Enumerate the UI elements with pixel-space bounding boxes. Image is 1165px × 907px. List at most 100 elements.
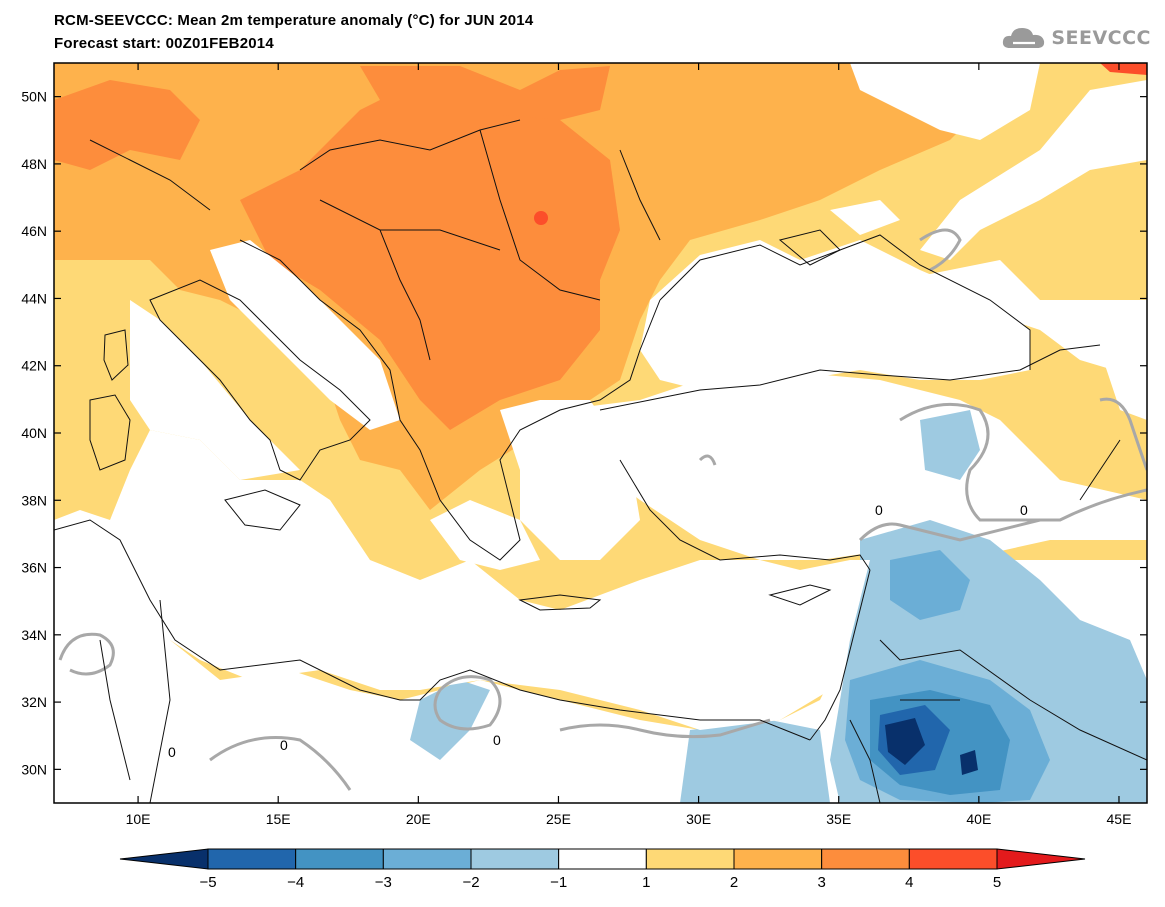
anomaly-band-neutral-turkey — [560, 370, 1147, 560]
contour-zero-label: 0 — [168, 744, 176, 760]
anomaly-band-4-5-spot — [534, 211, 548, 225]
map-title: RCM-SEEVCCC: Mean 2m temperature anomaly… — [54, 12, 534, 29]
colorbar-label: −4 — [287, 874, 304, 891]
colorbar-bin — [645, 848, 735, 870]
border-lines — [89, 119, 1147, 803]
longitude-tick-label: 40E — [966, 811, 991, 827]
anomaly-band-neutral-russia — [850, 63, 1040, 140]
anomaly-band-neg1-neg2-anatolia — [920, 410, 980, 480]
colorbar-extend-high — [996, 848, 1086, 870]
zero-contours — [58, 228, 1147, 791]
latitude-tick-label: 42N — [21, 358, 47, 374]
longitude-tick-label: 15E — [266, 811, 291, 827]
colorbar-bin — [821, 848, 910, 870]
coastline-sardinia — [89, 394, 131, 471]
colorbar-bin — [908, 848, 998, 870]
coastline-crete — [518, 594, 602, 611]
zero-contour-7 — [919, 228, 962, 272]
coastlines-borders — [54, 119, 1147, 803]
colorbar-label: −2 — [462, 874, 479, 891]
colorbar-bin — [470, 848, 560, 870]
latitude-tick-label: 36N — [21, 560, 47, 576]
colorbar-label: −5 — [199, 874, 216, 891]
colorbar-label: −3 — [375, 874, 392, 891]
coastline-italy — [149, 279, 371, 481]
zero-contour-3 — [58, 632, 115, 676]
zero-contour-6 — [209, 736, 352, 791]
latitude-tick-label: 46N — [21, 223, 47, 239]
latitude-tick-label: 50N — [21, 89, 47, 105]
contour-zero-label: 0 — [280, 737, 288, 753]
contour-label-group: 0 0 0 0 0 — [168, 502, 1028, 760]
longitude-tick-label: 30E — [686, 811, 711, 827]
coastline-crimea — [778, 229, 841, 266]
cloud-icon — [1003, 28, 1045, 48]
colorbar-bin — [295, 848, 384, 870]
colorbar: −5 −4 −3 −2 −1 1 2 3 4 5 — [119, 848, 1086, 891]
latitude-tick-label: 30N — [21, 761, 47, 777]
latitude-axis: 30N 32N 34N 36N 38N 40N 42N 44N 46N 48N 50N — [21, 89, 1147, 777]
colorbar-label: 4 — [905, 874, 913, 891]
zero-contour-4 — [433, 675, 502, 731]
anomaly-band-3-4-north — [360, 66, 610, 120]
anomaly-band-neutral-greece — [430, 500, 540, 570]
coastline-anatolia — [599, 344, 1101, 411]
latitude-tick-label: 38N — [21, 492, 47, 508]
latitude-tick-label: 32N — [21, 694, 47, 710]
anomaly-band-neg1-neg2-egypt — [680, 720, 830, 803]
anomaly-band-neg5-jordan — [885, 718, 925, 765]
contour-zero-label: 0 — [493, 732, 501, 748]
colorbar-label: 3 — [817, 874, 825, 891]
seevccc-logo: SEEVCCC — [1001, 24, 1151, 52]
sea-adriatic — [210, 240, 400, 430]
anomaly-band-3-4-balkans — [240, 80, 620, 430]
colorbar-bin — [558, 848, 647, 870]
forecast-start-label: Forecast start: 00Z01FEB2014 — [54, 35, 274, 52]
sea-black — [640, 240, 1030, 390]
logo-text: SEEVCCC — [1051, 27, 1151, 49]
zero-contour-2 — [858, 518, 1041, 542]
colorbar-label: 2 — [730, 874, 738, 891]
longitude-axis: 10E 15E 20E 25E 30E 35E 40E 45E — [126, 63, 1131, 827]
coastline-anatolia-south — [619, 459, 871, 571]
latitude-tick-label: 34N — [21, 627, 47, 643]
anomaly-band-4-5-corner — [1100, 63, 1147, 75]
sea-tyrrhenian — [130, 300, 300, 480]
anomaly-field — [54, 63, 1147, 803]
latitude-tick-label: 44N — [21, 290, 47, 306]
longitude-tick-label: 25E — [546, 811, 571, 827]
anomaly-band-neg5-saudi — [960, 750, 978, 775]
coastline-corsica — [103, 329, 129, 381]
contour-zero-label: 0 — [1020, 502, 1028, 518]
coastline-black-sea — [659, 234, 1031, 370]
sea-caspian — [1100, 345, 1147, 420]
anomaly-band-neg1-neg2-libya — [410, 680, 490, 760]
zero-contour-9 — [1099, 397, 1147, 471]
latitude-tick-label: 40N — [21, 425, 47, 441]
zero-contour-1 — [899, 402, 1147, 522]
coastline-balkans — [239, 239, 661, 561]
colorbar-extend-low — [119, 848, 209, 870]
coastline-levant — [809, 569, 871, 741]
colorbar-bin — [382, 848, 472, 870]
colorbar-label: 5 — [993, 874, 1001, 891]
longitude-tick-label: 10E — [126, 811, 151, 827]
coastline-north-africa — [54, 519, 811, 741]
anomaly-band-neutral-kazakh — [920, 80, 1147, 260]
zero-contour-5 — [559, 718, 771, 739]
longitude-tick-label: 20E — [406, 811, 431, 827]
colorbar-label: 1 — [642, 874, 650, 891]
anomaly-band-3-4-west — [54, 80, 200, 170]
coastline-sicily — [224, 489, 301, 531]
longitude-tick-label: 35E — [826, 811, 851, 827]
zero-contour-8 — [698, 454, 717, 466]
latitude-tick-label: 48N — [21, 156, 47, 172]
sea-aegean — [500, 400, 640, 560]
anomaly-band-neg2-neg3-syria — [890, 550, 970, 620]
coastline-cyprus — [768, 584, 832, 606]
colorbar-label: −1 — [550, 874, 567, 891]
sea-azov — [830, 200, 900, 235]
colorbar-bin — [733, 848, 823, 870]
contour-zero-label: 0 — [875, 502, 883, 518]
